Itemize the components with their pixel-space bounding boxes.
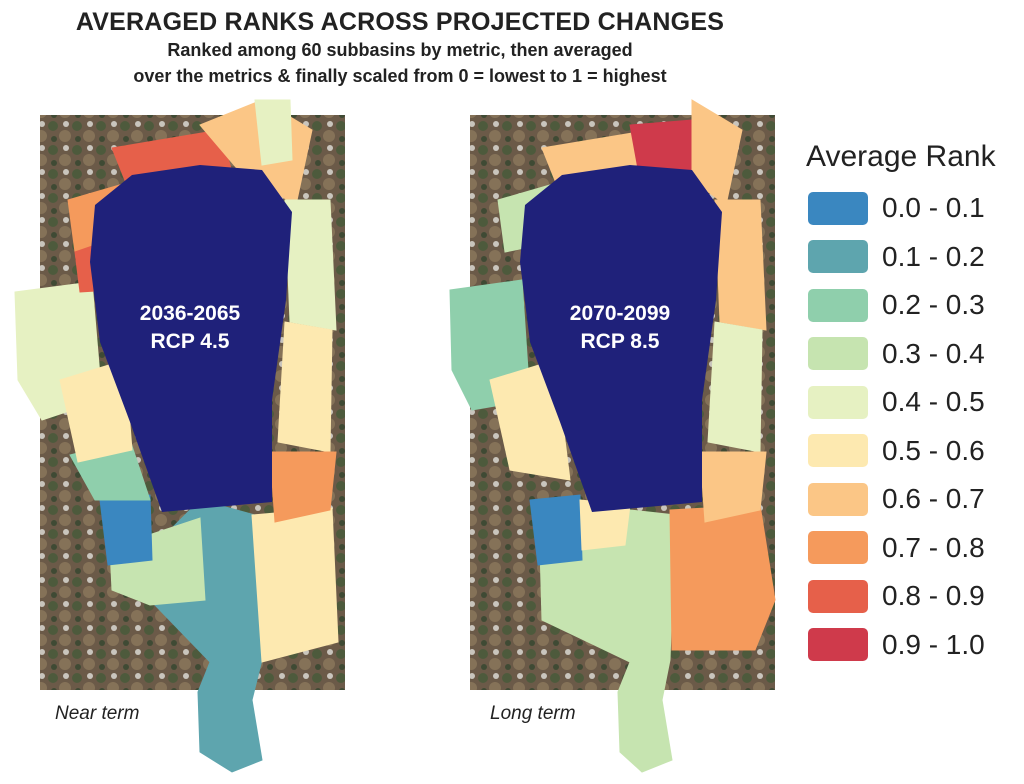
subtitle-line-2: over the metrics & finally scaled from 0… bbox=[133, 66, 667, 86]
legend-swatch bbox=[808, 482, 868, 516]
subbasin bbox=[59, 359, 133, 463]
legend-label: 0.1 - 0.2 bbox=[882, 240, 985, 272]
legend-swatch bbox=[808, 240, 868, 273]
period-label-near: 2036-2065 RCP 4.5 bbox=[110, 300, 270, 356]
legend-label: 0.4 - 0.5 bbox=[882, 386, 985, 417]
legend-label: 0.9 - 1.0 bbox=[882, 628, 985, 660]
legend-label: 0.7 - 0.8 bbox=[882, 531, 985, 563]
legend-swatch bbox=[808, 531, 868, 564]
subbasin bbox=[99, 494, 153, 566]
legend-label: 0.6 - 0.7 bbox=[882, 483, 985, 514]
legend-swatch bbox=[808, 385, 868, 419]
maps bbox=[14, 99, 776, 773]
figure-title: AVERAGED RANKS ACROSS PROJECTED CHANGES bbox=[75, 8, 725, 36]
scenario: RCP 4.5 bbox=[150, 330, 230, 353]
subbasin bbox=[669, 504, 776, 651]
subbasin bbox=[707, 321, 763, 453]
term-label-long: Long term bbox=[490, 703, 576, 724]
period: 2036-2065 bbox=[139, 302, 241, 325]
subtitle-line-1: Ranked among 60 subbasins by metric, the… bbox=[167, 40, 633, 60]
map-near-term bbox=[14, 99, 345, 773]
legend-swatch bbox=[808, 337, 868, 370]
period: 2070-2099 bbox=[569, 302, 671, 325]
scenario: RCP 8.5 bbox=[580, 330, 660, 353]
legend-item: 0.8 - 0.9 bbox=[808, 578, 985, 614]
legend-label: 0.8 - 0.9 bbox=[882, 580, 985, 611]
legend-item: 0.2 - 0.3 bbox=[808, 287, 985, 323]
subbasin bbox=[529, 494, 583, 566]
lake bbox=[520, 165, 722, 512]
subbasin bbox=[284, 199, 337, 331]
legend-swatch bbox=[808, 191, 868, 225]
legend-label: 0.5 - 0.6 bbox=[882, 434, 985, 466]
period-label-long: 2070-2099 RCP 8.5 bbox=[540, 300, 700, 356]
legend-item: 0.9 - 1.0 bbox=[808, 627, 985, 663]
legend-label: 0.2 - 0.3 bbox=[882, 289, 985, 320]
legend-swatch bbox=[808, 579, 868, 613]
legend-item: 0.7 - 0.8 bbox=[808, 530, 985, 566]
legend-swatch bbox=[808, 434, 868, 467]
legend-swatch bbox=[808, 628, 868, 661]
subbasin bbox=[714, 199, 767, 331]
legend-item: 0.1 - 0.2 bbox=[808, 239, 985, 275]
subbasin bbox=[539, 509, 676, 773]
subbasin bbox=[277, 321, 333, 453]
legend-item: 0.6 - 0.7 bbox=[808, 481, 985, 517]
legend-label: 0.3 - 0.4 bbox=[882, 337, 985, 369]
legend-item: 0.3 - 0.4 bbox=[808, 336, 985, 372]
term-label-near: Near term bbox=[55, 703, 140, 724]
legend-item: 0.4 - 0.5 bbox=[808, 384, 985, 420]
subbasin bbox=[254, 99, 293, 166]
lake bbox=[90, 165, 292, 512]
subbasin bbox=[109, 517, 206, 606]
legend-swatch bbox=[808, 288, 868, 322]
legend-label: 0.0 - 0.1 bbox=[882, 192, 985, 223]
legend-item: 0.5 - 0.6 bbox=[808, 433, 985, 469]
legend-item: 0.0 - 0.1 bbox=[808, 190, 985, 226]
subbasin bbox=[269, 451, 337, 523]
map-long-term bbox=[449, 99, 776, 773]
subbasin bbox=[699, 451, 767, 523]
subbasin bbox=[251, 507, 339, 663]
legend-title: Average Rank bbox=[806, 140, 996, 173]
